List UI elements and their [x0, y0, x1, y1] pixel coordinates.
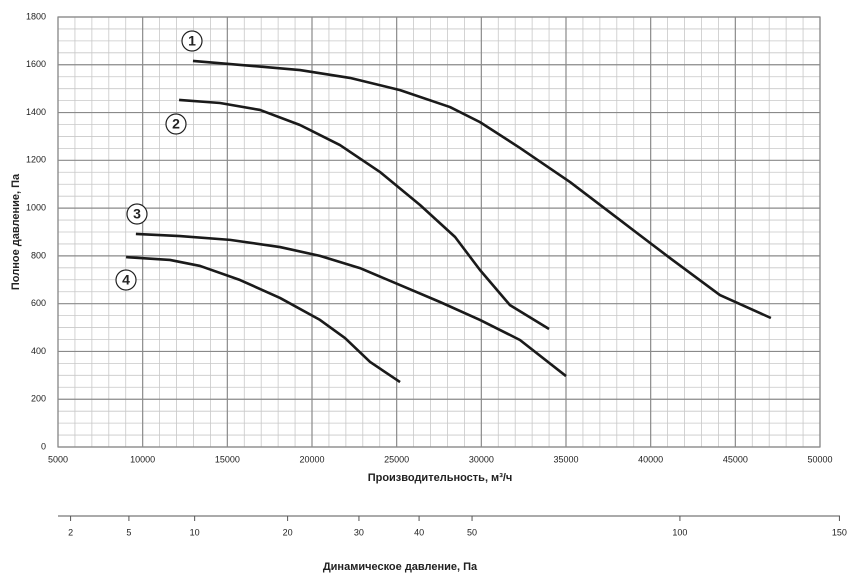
x2-tick-label: 10: [190, 527, 200, 537]
plot-frame: [57, 16, 821, 448]
y-tick-label: 1800: [26, 11, 46, 21]
x-tick-label: 50000: [807, 454, 832, 464]
curve-badge: [165, 113, 187, 135]
x-tick-label: 20000: [299, 454, 324, 464]
curve: [192, 59, 772, 320]
curve-badge: [181, 30, 203, 52]
x2-tick-label: 50: [467, 527, 477, 537]
x-tick-label: 25000: [384, 454, 409, 464]
curve-badge: [126, 203, 148, 225]
x-tick-label: 10000: [130, 454, 155, 464]
y-tick-label: 400: [31, 346, 46, 356]
y-tick-label: 0: [41, 441, 46, 451]
x-tick-label: 30000: [469, 454, 494, 464]
y-tick-label: 800: [31, 250, 46, 260]
x2-tick-label: 20: [283, 527, 293, 537]
y-tick-label: 1400: [26, 107, 46, 117]
x2-axis-label: Динамическое давление, Па: [323, 561, 478, 573]
x2-tick-label: 150: [832, 527, 847, 537]
x-tick-label: 5000: [48, 454, 68, 464]
curve-label: 2: [172, 116, 180, 132]
curve-label: 1: [188, 33, 196, 49]
x2-tick-label: 40: [414, 527, 424, 537]
y-tick-label: 1600: [26, 59, 46, 69]
x2-tick-label: 5: [126, 527, 131, 537]
x-tick-label: 45000: [723, 454, 748, 464]
x2-tick-label: 30: [354, 527, 364, 537]
curve: [125, 255, 401, 384]
x-axis-label: Производительность, м³/ч: [368, 472, 513, 484]
x2-tick-label: 2: [68, 527, 73, 537]
y-axis-label: Полное давление, Па: [10, 173, 22, 290]
curve-label: 3: [133, 206, 141, 222]
curve-badge: [115, 269, 137, 291]
curve: [135, 232, 567, 378]
y-tick-label: 200: [31, 394, 46, 404]
y-tick-label: 1000: [26, 202, 46, 212]
x-tick-label: 35000: [553, 454, 578, 464]
x-tick-label: 40000: [638, 454, 663, 464]
x-tick-label: 15000: [215, 454, 240, 464]
x2-tick-label: 100: [672, 527, 687, 537]
curve-label: 4: [122, 272, 130, 288]
y-tick-label: 600: [31, 298, 46, 308]
y-tick-label: 1200: [26, 155, 46, 165]
curve: [178, 98, 550, 331]
